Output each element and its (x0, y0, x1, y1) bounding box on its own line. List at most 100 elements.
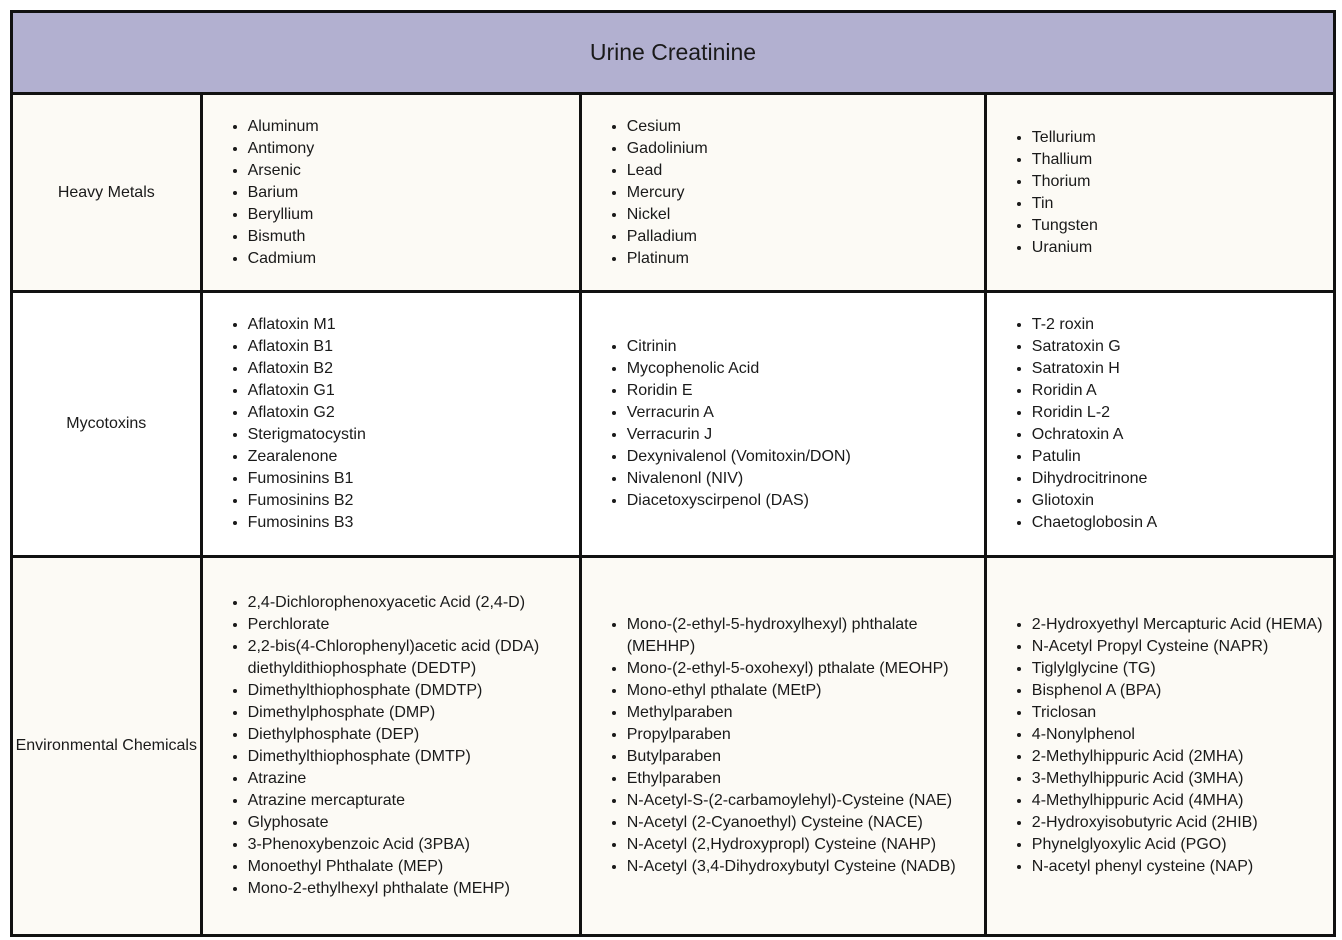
list-item: 4-Methylhippuric Acid (4MHA) (1032, 790, 1323, 812)
list-item: N-acetyl phenyl cysteine (NAP) (1032, 856, 1323, 878)
list-item: Fumosinins B3 (248, 512, 366, 534)
list-item: Aluminum (248, 116, 319, 138)
list-item: N-Acetyl (3,4-Dihydroxybutyl Cysteine (N… (627, 856, 974, 878)
list-item: Thallium (1032, 149, 1098, 171)
table-row: Environmental Chemicals2,4-Dichloropheno… (13, 558, 1333, 934)
list-item: Tungsten (1032, 215, 1098, 237)
list-item: Lead (627, 160, 708, 182)
list-item: N-Acetyl (2,Hydroxypropl) Cysteine (NAHP… (627, 834, 974, 856)
list-item: Perchlorate (248, 614, 569, 636)
list-item: Satratoxin H (1032, 358, 1157, 380)
list-item: 3-Phenoxybenzoic Acid (3PBA) (248, 834, 569, 856)
list-item: Ethylparaben (627, 768, 974, 790)
list-item: Gliotoxin (1032, 490, 1157, 512)
category-cell: Environmental Chemicals (13, 558, 203, 934)
list-item: Thorium (1032, 171, 1098, 193)
list-item: Dimethylthiophosphate (DMDTP) (248, 680, 569, 702)
list-item: Roridin L-2 (1032, 402, 1157, 424)
list-item: Mercury (627, 182, 708, 204)
list-item: Nivalenonl (NIV) (627, 468, 851, 490)
list-item: Chaetoglobosin A (1032, 512, 1157, 534)
list-item: Citrinin (627, 336, 851, 358)
list-item: 2-Hydroxyethyl Mercapturic Acid (HEMA) (1032, 614, 1323, 636)
analyte-list-cell: CesiumGadoliniumLeadMercuryNickelPalladi… (582, 95, 987, 290)
analyte-list-cell: T-2 roxinSatratoxin GSatratoxin HRoridin… (987, 293, 1333, 555)
list-item: Bisphenol A (BPA) (1032, 680, 1323, 702)
list-item: Roridin A (1032, 380, 1157, 402)
table-title: Urine Creatinine (13, 13, 1333, 95)
analyte-list-cell: 2-Hydroxyethyl Mercapturic Acid (HEMA)N-… (987, 558, 1333, 934)
list-item: Glyphosate (248, 812, 569, 834)
list-item: Verracurin A (627, 402, 851, 424)
list-item: Sterigmatocystin (248, 424, 366, 446)
list-item: Platinum (627, 248, 708, 270)
list-item: Palladium (627, 226, 708, 248)
urine-creatinine-table: Urine Creatinine Heavy MetalsAluminumAnt… (10, 10, 1336, 937)
list-item: Mycophenolic Acid (627, 358, 851, 380)
list-item: 2-Hydroxyisobutyric Acid (2HIB) (1032, 812, 1323, 834)
list-item: Patulin (1032, 446, 1157, 468)
list-item: Mono-(2-ethyl-5-hydroxylhexyl) phthalate… (627, 614, 974, 658)
list-item: T-2 roxin (1032, 314, 1157, 336)
list-item: Diacetoxyscirpenol (DAS) (627, 490, 851, 512)
list-item: Aflatoxin B1 (248, 336, 366, 358)
list-item: Gadolinium (627, 138, 708, 160)
analyte-list: 2-Hydroxyethyl Mercapturic Acid (HEMA)N-… (987, 614, 1333, 878)
analyte-list: Aflatoxin M1Aflatoxin B1Aflatoxin B2 Afla… (203, 314, 376, 534)
analyte-list-cell: TelluriumThalliumThoriumTinTungstenUrani… (987, 95, 1333, 290)
analyte-list: Mono-(2-ethyl-5-hydroxylhexyl) phthalate… (582, 614, 984, 878)
list-item: Monoethyl Phthalate (MEP) (248, 856, 569, 878)
analyte-list-cell: Aflatoxin M1Aflatoxin B1Aflatoxin B2 Afla… (203, 293, 582, 555)
category-cell: Mycotoxins (13, 293, 203, 555)
list-item: Dimethylthiophosphate (DMTP) (248, 746, 569, 768)
list-item: Aflatoxin B2 (248, 358, 366, 380)
list-item: Phynelglyoxylic Acid (PGO) (1032, 834, 1323, 856)
list-item: Antimony (248, 138, 319, 160)
list-item: N-Acetyl Propyl Cysteine (NAPR) (1032, 636, 1323, 658)
list-item: 3-Methylhippuric Acid (3MHA) (1032, 768, 1323, 790)
analyte-list: TelluriumThalliumThoriumTinTungstenUrani… (987, 127, 1108, 259)
list-item: Tiglylglycine (TG) (1032, 658, 1323, 680)
list-item: Mono-(2-ethyl-5-oxohexyl) pthalate (MEOH… (627, 658, 974, 680)
list-item: Arsenic (248, 160, 319, 182)
analyte-list: AluminumAntimonyArsenicBariumBerylliumBi… (203, 116, 329, 270)
list-item: Bismuth (248, 226, 319, 248)
list-item: Dihydrocitrinone (1032, 468, 1157, 490)
list-item: Aflatoxin M1 (248, 314, 366, 336)
table-row: Heavy MetalsAluminumAntimonyArsenicBariu… (13, 95, 1333, 293)
list-item: Satratoxin G (1032, 336, 1157, 358)
list-item: Tin (1032, 193, 1098, 215)
list-item: Mono-2-ethylhexyl phthalate (MEHP) (248, 878, 569, 900)
list-item: Beryllium (248, 204, 319, 226)
table-row: MycotoxinsAflatoxin M1Aflatoxin B1Aflato… (13, 293, 1333, 558)
analyte-list-cell: CitrininMycophenolic AcidRoridin EVerrac… (582, 293, 987, 555)
list-item: Butylparaben (627, 746, 974, 768)
list-item: Aflatoxin G2 (248, 402, 366, 424)
list-item: Uranium (1032, 237, 1098, 259)
list-item: Mono-ethyl pthalate (MEtP) (627, 680, 974, 702)
list-item: Verracurin J (627, 424, 851, 446)
list-item: Diethylphosphate (DEP) (248, 724, 569, 746)
list-item: Roridin E (627, 380, 851, 402)
list-item: 2-Methylhippuric Acid (2MHA) (1032, 746, 1323, 768)
list-item: Zearalenone (248, 446, 366, 468)
analyte-list: CesiumGadoliniumLeadMercuryNickelPalladi… (582, 116, 718, 270)
list-item: Atrazine (248, 768, 569, 790)
analyte-list: T-2 roxinSatratoxin GSatratoxin HRoridin… (987, 314, 1167, 534)
category-cell: Heavy Metals (13, 95, 203, 290)
list-item: Barium (248, 182, 319, 204)
list-item: Methylparaben (627, 702, 974, 724)
list-item: 2,4-Dichlorophenoxyacetic Acid (2,4-D) (248, 592, 569, 614)
list-item: Cesium (627, 116, 708, 138)
list-item: Propylparaben (627, 724, 974, 746)
analyte-list: 2,4-Dichlorophenoxyacetic Acid (2,4-D)Pe… (203, 592, 579, 900)
analyte-list-cell: 2,4-Dichlorophenoxyacetic Acid (2,4-D)Pe… (203, 558, 582, 934)
list-item: 4-Nonylphenol (1032, 724, 1323, 746)
list-item: Dexynivalenol (Vomitoxin/DON) (627, 446, 851, 468)
table-body: Heavy MetalsAluminumAntimonyArsenicBariu… (13, 95, 1333, 934)
analyte-list: CitrininMycophenolic AcidRoridin EVerrac… (582, 336, 861, 512)
list-item: Tellurium (1032, 127, 1098, 149)
list-item: Cadmium (248, 248, 319, 270)
list-item: Triclosan (1032, 702, 1323, 724)
list-item: Fumosinins B2 (248, 490, 366, 512)
